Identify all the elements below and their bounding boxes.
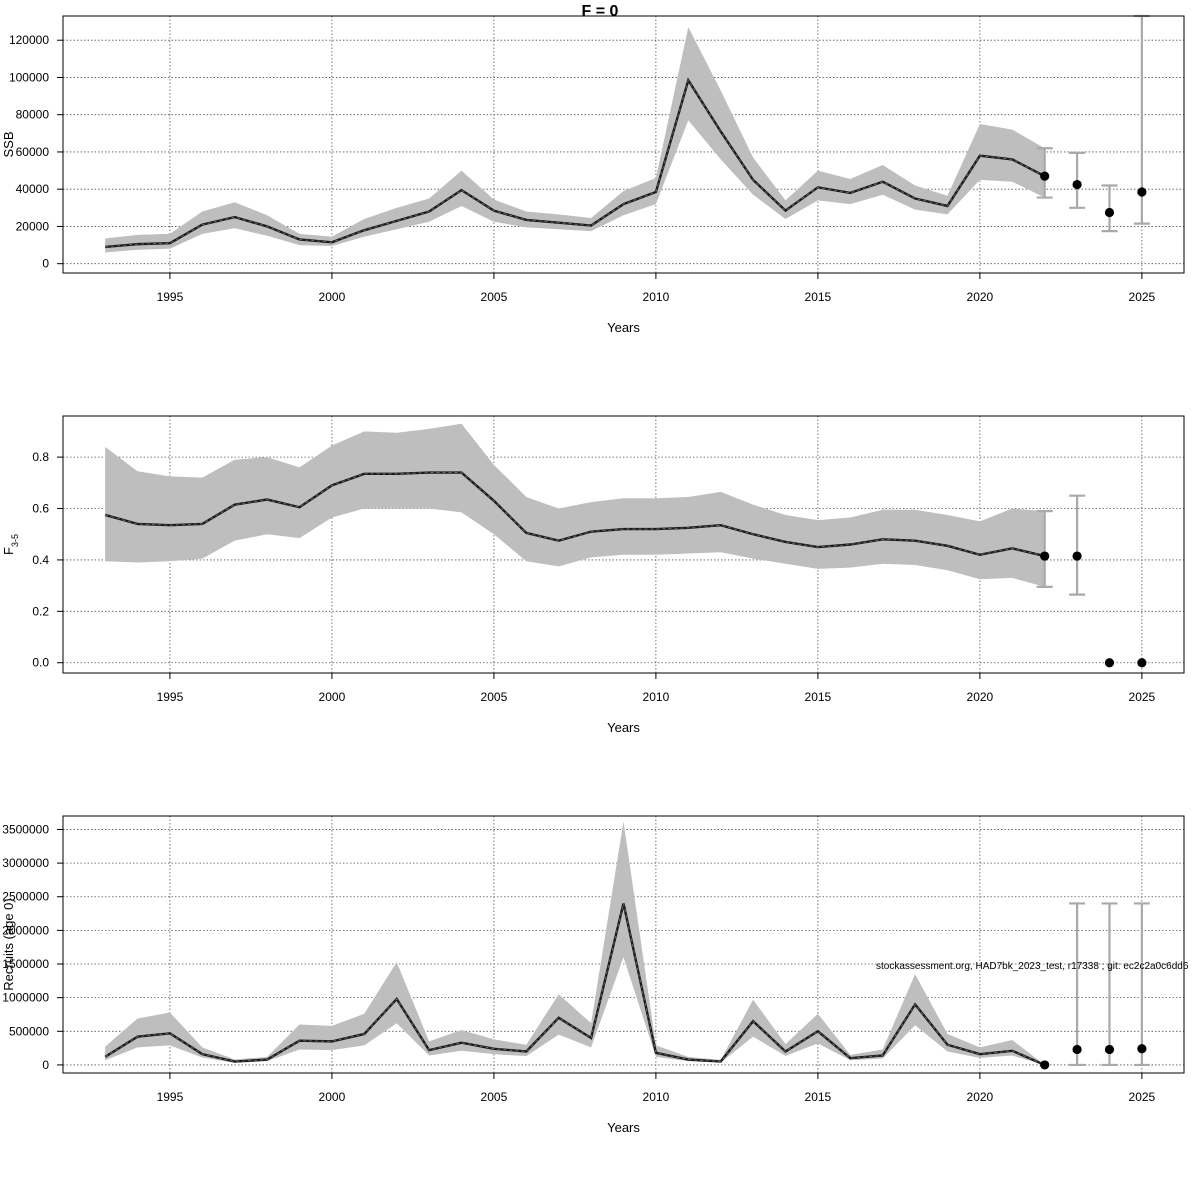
y-tick-label: 120000 <box>9 33 49 47</box>
y-axis-title: F3-5 <box>1 534 20 555</box>
forecast-point <box>1040 551 1050 561</box>
x-tick-label: 2005 <box>481 290 508 304</box>
y-tick-label: 20000 <box>16 219 50 233</box>
x-tick-label: 1995 <box>157 1090 184 1104</box>
x-tick-label: 2015 <box>805 1090 832 1104</box>
y-tick-label: 60000 <box>16 145 50 159</box>
y-tick-label: 0.8 <box>32 450 49 464</box>
x-tick-label: 2015 <box>805 690 832 704</box>
x-tick-label: 2005 <box>481 1090 508 1104</box>
confidence-band <box>105 27 1045 253</box>
y-tick-label: 0.6 <box>32 502 49 516</box>
y-tick-label: 0 <box>42 257 49 271</box>
x-tick-label: 2025 <box>1129 690 1156 704</box>
x-tick-label: 2000 <box>319 1090 346 1104</box>
y-tick-label: 3000000 <box>2 856 49 870</box>
estimate-line-dash <box>105 472 1045 557</box>
x-tick-label: 2000 <box>319 690 346 704</box>
x-tick-label: 2010 <box>643 290 670 304</box>
x-tick-label: 2005 <box>481 690 508 704</box>
y-tick-label: 0.4 <box>32 553 49 567</box>
x-tick-label: 2015 <box>805 290 832 304</box>
x-tick-label: 1995 <box>157 690 184 704</box>
x-tick-label: 2020 <box>967 1090 994 1104</box>
y-tick-label: 40000 <box>16 182 50 196</box>
y-tick-label: 1500000 <box>2 957 49 971</box>
forecast-point <box>1072 179 1082 190</box>
panel-1: 1995 2000 2005 2010 2015 2020 2025 0 20000 40000 6… <box>1 14 1185 335</box>
x-axis-title: Years <box>607 720 640 735</box>
forecast-point <box>1104 207 1115 218</box>
forecast-point <box>1104 1044 1115 1055</box>
x-tick-label: 2020 <box>967 290 994 304</box>
forecast-point <box>1040 171 1050 181</box>
panel-3: 1995 2000 2005 2010 2015 2020 2025 0 500000 10000… <box>1 815 1185 1135</box>
plot-frame <box>62 815 1185 1074</box>
panel-2: 1995 2000 2005 2010 2015 2020 2025 0.0 0.2 0.4 0.6… <box>1 415 1185 735</box>
x-tick-label: 2020 <box>967 690 994 704</box>
forecast-point <box>1072 1044 1082 1055</box>
estimate-line-dash <box>104 903 1045 1066</box>
x-tick-label: 2010 <box>643 690 670 704</box>
x-tick-label: 2010 <box>643 1090 670 1104</box>
y-tick-label: 3500000 <box>2 822 49 836</box>
y-axis-title: SSB <box>1 131 16 157</box>
forecast-point <box>1137 1044 1147 1054</box>
main-title: F = 0 <box>582 3 619 20</box>
y-tick-label: 0 <box>42 1058 49 1072</box>
confidence-band <box>105 423 1045 587</box>
y-tick-label: 80000 <box>16 108 50 122</box>
forecast-point <box>1072 551 1082 561</box>
y-tick-label: 500000 <box>9 1024 49 1038</box>
plot-frame <box>62 15 1185 274</box>
y-tick-label: 0.0 <box>32 656 49 670</box>
forecast-point <box>1104 658 1115 668</box>
y-axis-title: Recruits (age 0) <box>1 898 16 990</box>
x-tick-label: 2025 <box>1129 1090 1156 1104</box>
estimate-line-dash <box>105 79 1045 248</box>
y-tick-label: 1000000 <box>2 991 49 1005</box>
footnote: stockassessment.org, HAD7bk_2023_test, r… <box>876 961 1189 972</box>
x-axis-title: Years <box>607 1120 640 1135</box>
y-tick-label: 2500000 <box>2 890 49 904</box>
forecast-point <box>1137 658 1147 668</box>
plot-frame <box>62 415 1185 674</box>
x-tick-label: 1995 <box>157 290 184 304</box>
x-axis-title: Years <box>607 320 640 335</box>
panels: 1995 2000 2005 2010 2015 2020 2025020000400006… <box>1 14 1185 1135</box>
x-tick-label: 2000 <box>319 290 346 304</box>
forecast-point <box>1040 1060 1050 1070</box>
y-tick-label: 0.2 <box>32 604 49 618</box>
y-tick-label: 100000 <box>9 70 49 84</box>
confidence-band <box>105 821 1045 1065</box>
forecast-point <box>1137 187 1147 197</box>
y-tick-label: 2000000 <box>2 923 49 937</box>
x-tick-label: 2025 <box>1129 290 1156 304</box>
